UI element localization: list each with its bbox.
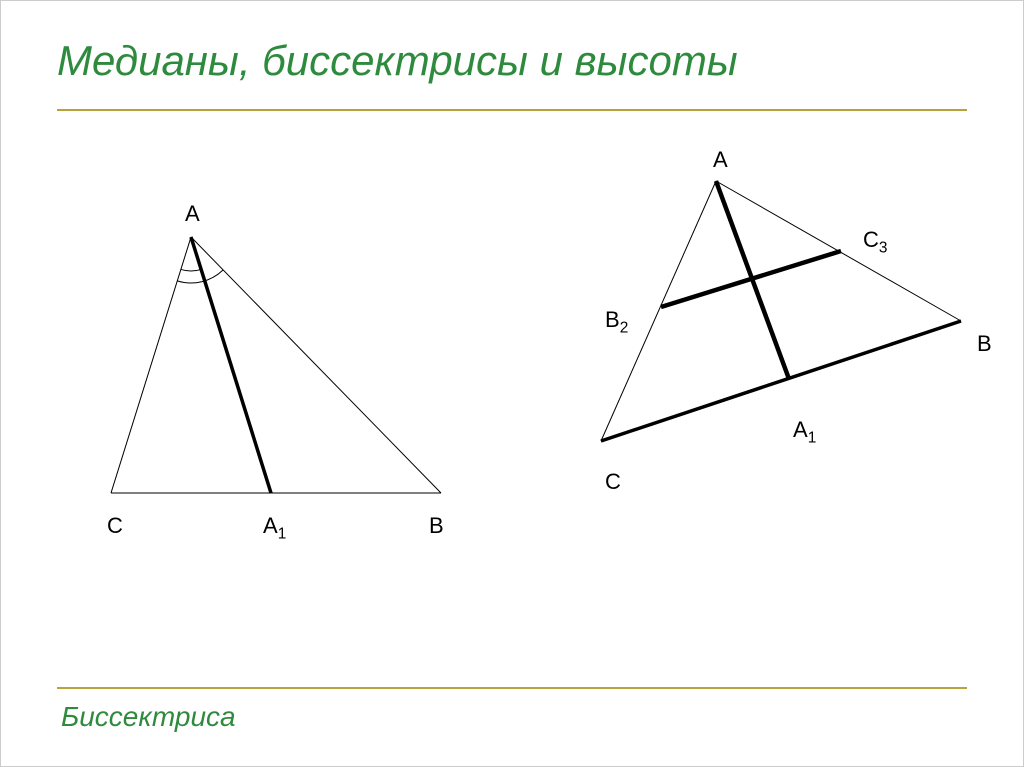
slide-title: Медианы, биссектрисы и высоты — [57, 37, 738, 85]
label-A1-left: A1 — [263, 513, 286, 543]
footer-caption: Биссектриса — [61, 701, 236, 733]
label-B-left: B — [429, 513, 444, 539]
side-AC — [111, 237, 191, 493]
left-diagram — [91, 181, 471, 541]
slide: Медианы, биссектрисы и высоты A C B A1 A… — [0, 0, 1024, 767]
angle-arc-inner — [181, 269, 201, 271]
label-A1-right: A1 — [793, 417, 816, 447]
label-A-left: A — [185, 201, 200, 227]
label-C-left: C — [107, 513, 123, 539]
bottom-divider — [57, 687, 967, 689]
label-C3-right: C3 — [863, 227, 887, 257]
label-B-right: B — [977, 331, 992, 357]
bisector-AA1 — [191, 237, 271, 493]
side-AB — [191, 237, 441, 493]
label-C-right: C — [605, 469, 621, 495]
segment-B2-C3 — [661, 251, 841, 307]
label-B2-right: B2 — [605, 307, 628, 337]
label-A-right: A — [713, 147, 728, 173]
cevian-C-B — [601, 321, 961, 441]
top-divider — [57, 109, 967, 111]
